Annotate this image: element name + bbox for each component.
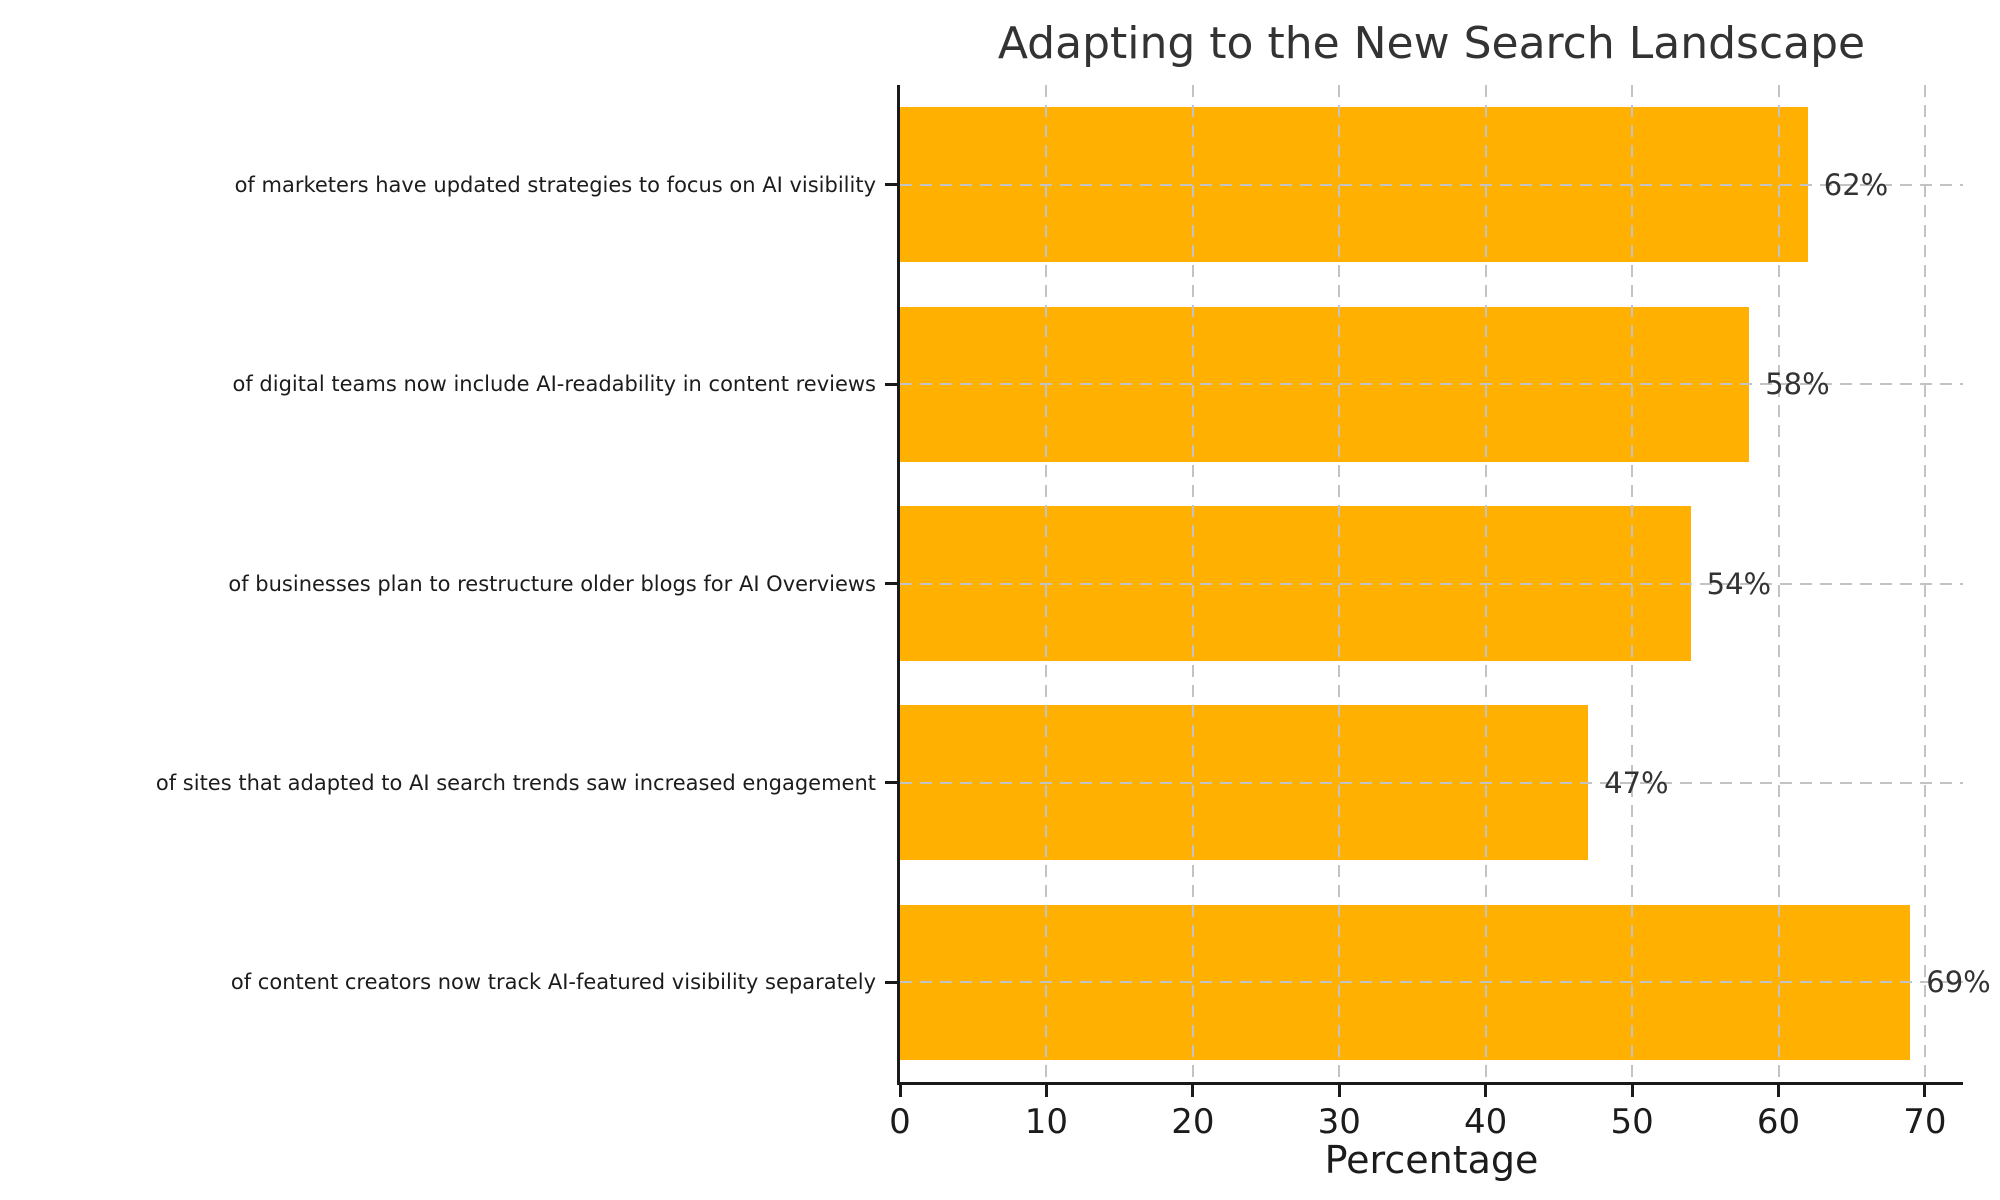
chart-title: Adapting to the New Search Landscape bbox=[997, 18, 1866, 69]
gridline-y-4 bbox=[900, 981, 1963, 984]
bar-value-label-4: 69% bbox=[1926, 965, 1991, 1000]
x-tick-label-0: 0 bbox=[889, 1102, 911, 1142]
y-tick-mark-3 bbox=[885, 781, 897, 785]
category-label-0: of marketers have updated strategies to … bbox=[234, 172, 876, 197]
bar-value-label-3: 47% bbox=[1604, 765, 1669, 800]
x-tick-label-30: 30 bbox=[1317, 1102, 1361, 1142]
x-tick-label-50: 50 bbox=[1610, 1102, 1654, 1142]
gridline-y-0 bbox=[900, 183, 1963, 186]
category-label-1: of digital teams now include AI-readabil… bbox=[232, 372, 876, 397]
bar-value-label-0: 62% bbox=[1823, 167, 1889, 202]
x-tick-mark-10 bbox=[1044, 1085, 1048, 1097]
x-axis-label: Percentage bbox=[1324, 1138, 1539, 1182]
x-tick-label-20: 20 bbox=[1171, 1102, 1215, 1142]
gridline-y-1 bbox=[900, 383, 1963, 386]
x-tick-mark-40 bbox=[1484, 1085, 1488, 1097]
category-label-4: of content creators now track AI-feature… bbox=[230, 970, 876, 995]
x-axis-spine bbox=[897, 1082, 1963, 1085]
x-tick-label-10: 10 bbox=[1024, 1102, 1069, 1142]
y-axis-spine bbox=[897, 85, 900, 1085]
bar-value-label-1: 58% bbox=[1765, 367, 1830, 402]
category-label-3: of sites that adapted to AI search trend… bbox=[155, 770, 876, 795]
y-tick-mark-2 bbox=[885, 582, 897, 585]
x-tick-mark-50 bbox=[1630, 1085, 1634, 1097]
y-tick-mark-4 bbox=[885, 980, 897, 984]
gridline-y-3 bbox=[900, 781, 1963, 784]
y-tick-mark-1 bbox=[885, 382, 897, 386]
x-tick-label-40: 40 bbox=[1464, 1102, 1508, 1142]
x-tick-label-70: 70 bbox=[1903, 1102, 1947, 1142]
gridline-y-2 bbox=[900, 582, 1963, 585]
y-tick-mark-0 bbox=[885, 183, 897, 187]
x-tick-label-60: 60 bbox=[1756, 1102, 1801, 1142]
x-tick-mark-20 bbox=[1191, 1085, 1195, 1097]
x-tick-mark-70 bbox=[1923, 1085, 1927, 1097]
category-label-2: of businesses plan to restructure older … bbox=[228, 571, 876, 596]
x-tick-mark-0 bbox=[898, 1085, 902, 1097]
bar-value-label-2: 54% bbox=[1706, 566, 1772, 601]
x-tick-mark-30 bbox=[1337, 1085, 1341, 1097]
x-tick-mark-60 bbox=[1777, 1085, 1780, 1097]
